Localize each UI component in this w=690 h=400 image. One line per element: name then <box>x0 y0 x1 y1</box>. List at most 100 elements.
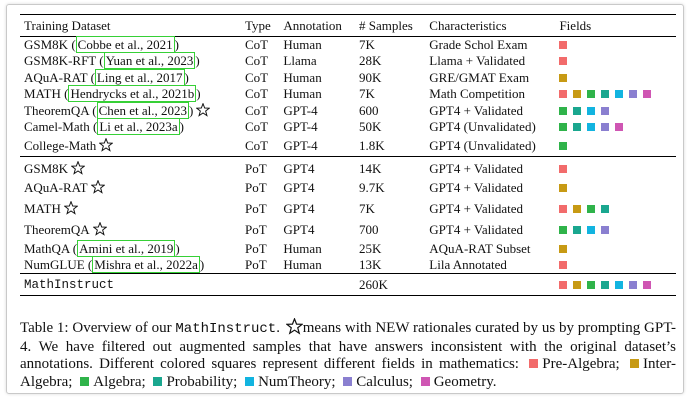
type-cell: CoT <box>244 119 269 135</box>
fields-cell <box>555 103 676 120</box>
field-square-probability <box>601 90 610 99</box>
type-cell: PoT <box>244 180 267 195</box>
citation-link[interactable]: Mishra et al., 2022a <box>92 256 200 273</box>
table-row: GSM8K (Cobbe et al., 2021) CoT Human 7K Grad… <box>20 36 676 53</box>
dataset-name-cell: TheoremQA <box>20 220 241 241</box>
dataset-name: MATH <box>24 201 61 216</box>
dataset-name: TheoremQA <box>24 222 90 237</box>
datasets-table: Training Dataset Type Annotation # Sampl… <box>20 14 676 296</box>
characteristics-cell: GPT4 (Unvalidated) <box>429 119 536 135</box>
samples-cell: 28K <box>359 53 382 69</box>
annotation-cell: GPT-4 <box>283 137 318 153</box>
star-icon <box>99 137 114 152</box>
type-cell: PoT <box>244 240 267 256</box>
citation-link[interactable]: Cobbe et al., 2021 <box>75 36 175 53</box>
fields-cell <box>555 53 676 70</box>
type-cell: CoT <box>244 137 269 153</box>
characteristics-cell: GRE/GMAT Exam <box>429 69 530 85</box>
citation-link[interactable]: Yuan et al., 2023 <box>103 52 196 70</box>
dataset-name: GSM8K <box>24 37 69 52</box>
table-header-row: Training Dataset Type Annotation # Sampl… <box>20 14 676 37</box>
samples-cell: 25K <box>359 240 382 256</box>
fields-cell <box>555 199 676 220</box>
field-square-algebra <box>559 106 568 115</box>
field-square-calculus <box>601 106 610 115</box>
field-square-probability <box>601 280 610 289</box>
field-square-pre-algebra <box>559 41 568 49</box>
field-square-pre-algebra <box>559 261 568 269</box>
table-row: Camel-Math (Li et al., 2023a) CoT GPT-4 50K… <box>20 118 676 136</box>
citation-link[interactable]: Amini et al., 2019 <box>77 239 176 257</box>
field-square-numtheory <box>587 106 596 115</box>
field-square-probability <box>601 205 610 213</box>
total-dataset-name: MathInstruct <box>20 273 241 296</box>
fields-cell <box>555 156 676 178</box>
samples-cell: 700 <box>359 222 379 237</box>
header-annotation: Annotation <box>279 14 356 37</box>
fields-cell <box>555 220 676 241</box>
citation-link[interactable]: Chen et al., 2023 <box>96 101 190 119</box>
citation-link[interactable]: Ling et al., 2017 <box>94 68 185 86</box>
fields-cell <box>555 241 676 258</box>
legend-label: Calculus; <box>356 373 413 390</box>
legend-square-algebra <box>80 376 90 386</box>
table-row: MathQA (Amini et al., 2019) PoT Human 25K AQ… <box>20 239 676 258</box>
type-cell: CoT <box>244 102 269 118</box>
citation-link[interactable]: Li et al., 2023a <box>97 118 180 136</box>
type-cell: CoT <box>244 37 269 52</box>
type-cell: PoT <box>240 156 280 178</box>
legend-label: Pre-Algebra; <box>542 356 620 372</box>
table-row: TheoremQA PoT GPT4 700 GPT4 + Validated <box>20 220 676 241</box>
field-square-pre-algebra <box>559 164 568 173</box>
characteristics-cell: GPT4 + Validated <box>429 222 524 237</box>
table-caption: Table 1: Overview of our MathInstruct. m… <box>20 318 677 390</box>
table-row: MATH PoT GPT4 7K GPT4 + Validated <box>20 199 676 220</box>
field-square-numtheory <box>615 90 624 99</box>
field-square-probability <box>573 106 582 115</box>
star-icon <box>71 160 86 175</box>
dataset-name-cell: GSM8K <box>20 156 241 178</box>
field-square-inter-algebra <box>559 73 568 82</box>
field-square-calculus <box>601 226 610 234</box>
field-square-pre-algebra <box>559 57 568 66</box>
samples-cell: 13K <box>359 257 382 272</box>
type-cell: CoT <box>244 69 269 85</box>
samples-cell: 50K <box>359 119 382 135</box>
field-square-calculus <box>629 280 638 289</box>
caption-dataset-name: MathInstruct <box>175 321 277 337</box>
field-square-algebra <box>559 123 568 132</box>
star-icon <box>196 102 211 117</box>
field-square-probability <box>573 226 582 234</box>
dataset-name: College-Math <box>24 137 97 153</box>
field-square-inter-algebra <box>559 184 568 192</box>
annotation-cell: Human <box>283 37 322 52</box>
table-row: AQuA-RAT PoT GPT4 9.7K GPT4 + Validated <box>20 178 676 199</box>
characteristics-cell: GPT4 + Validated <box>429 201 524 216</box>
field-square-calculus <box>629 90 638 99</box>
legend-label: Inter-Algebra; <box>20 356 676 390</box>
legend-square-inter-algebra <box>629 359 639 368</box>
samples-cell: 9.7K <box>359 180 385 195</box>
legend-square-numtheory <box>245 376 255 386</box>
fields-legend: Pre-Algebra; Inter-Algebra; Algebra; Pro… <box>20 356 676 390</box>
annotation-cell: Human <box>283 240 322 256</box>
figure-frame <box>6 4 684 394</box>
field-square-geometry <box>615 123 624 132</box>
field-square-inter-algebra <box>573 205 582 213</box>
dataset-name-cell: MathQA (Amini et al., 2019) <box>24 239 180 257</box>
empty-cell <box>240 273 280 296</box>
table-row: GSM8K PoT GPT4 14K GPT4 + Validated <box>20 156 676 178</box>
table-row: AQuA-RAT (Ling et al., 2017) CoT Human 90K G… <box>20 68 676 87</box>
field-square-numtheory <box>615 280 624 289</box>
legend-label: NumTheory; <box>258 373 336 390</box>
dataset-name: Camel-Math <box>24 119 90 135</box>
field-square-algebra <box>587 205 596 213</box>
citation-link[interactable]: Hendrycks et al., 2021b <box>68 85 197 103</box>
annotation-cell: Human <box>283 86 322 102</box>
star-icon <box>285 318 303 335</box>
annotation-cell: GPT4 <box>279 156 356 178</box>
caption-text-2: means with NEW rationales curated by us … <box>20 320 677 372</box>
dataset-name-cell: Camel-Math (Li et al., 2023a) <box>24 118 184 136</box>
samples-cell: 1.8K <box>359 137 385 153</box>
star-icon <box>90 180 105 194</box>
